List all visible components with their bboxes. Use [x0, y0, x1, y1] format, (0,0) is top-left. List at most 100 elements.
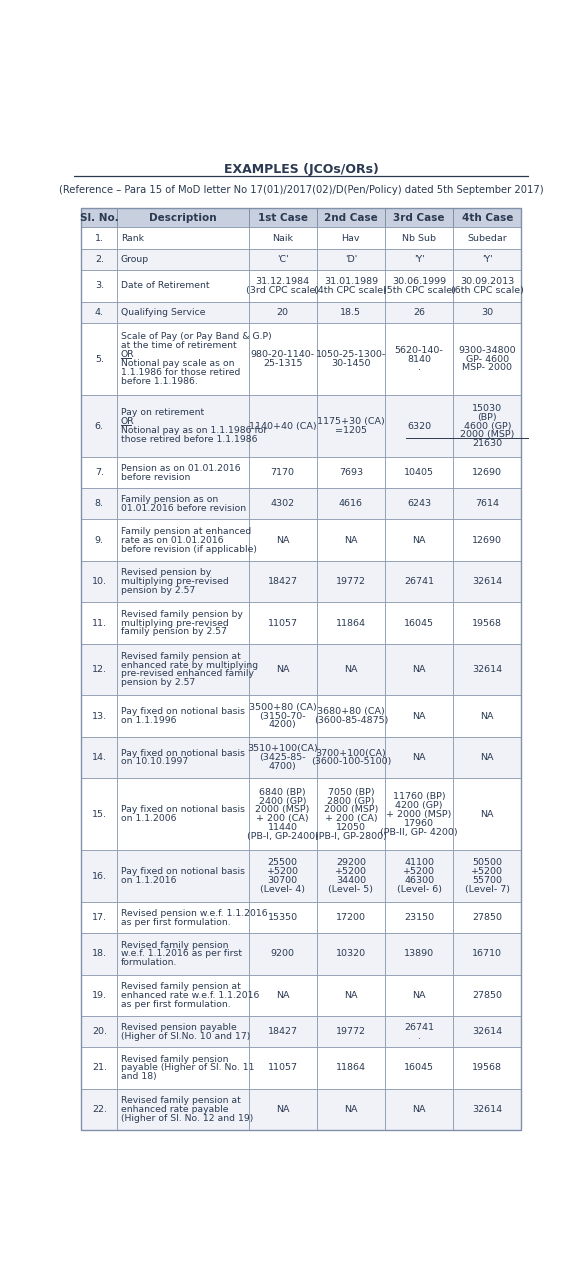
Bar [453, 695, 522, 737]
Text: 16.: 16. [92, 872, 107, 881]
Bar [453, 519, 522, 561]
Text: NA: NA [344, 991, 358, 1000]
Text: Revised family pension: Revised family pension [121, 1054, 228, 1063]
Bar [453, 901, 522, 933]
Text: +5200: +5200 [403, 867, 435, 876]
Text: (Level- 7): (Level- 7) [465, 885, 510, 894]
Text: NA: NA [480, 711, 494, 720]
Text: Group: Group [121, 255, 149, 264]
Bar [385, 933, 453, 974]
Bar [385, 644, 453, 695]
Text: pension by 2.57: pension by 2.57 [121, 586, 195, 595]
Bar [317, 901, 385, 933]
Bar [317, 302, 385, 323]
Text: 1.: 1. [95, 233, 104, 242]
Bar [385, 901, 453, 933]
Text: 4616: 4616 [339, 500, 363, 509]
Text: w.e.f. 1.1.2016 as per first: w.e.f. 1.1.2016 as per first [121, 950, 242, 959]
Bar [81, 561, 118, 602]
Bar [317, 395, 385, 456]
Bar [249, 488, 317, 519]
Bar [385, 1089, 453, 1130]
Bar [453, 249, 522, 270]
Text: 23150: 23150 [404, 913, 434, 922]
Bar [81, 519, 118, 561]
Bar [81, 974, 118, 1016]
Text: 4200): 4200) [269, 720, 296, 729]
Bar [385, 778, 453, 850]
Text: Date of Retirement: Date of Retirement [121, 282, 209, 291]
Text: (Level- 4): (Level- 4) [260, 885, 305, 894]
Text: Revised family pension at: Revised family pension at [121, 1096, 240, 1105]
Text: Family pension as on: Family pension as on [121, 495, 218, 504]
Text: 2nd Case: 2nd Case [324, 213, 377, 223]
Text: (3425-85-: (3425-85- [259, 754, 306, 762]
Bar [81, 208, 118, 227]
Text: 1.1.1986 for those retired: 1.1.1986 for those retired [121, 368, 240, 377]
Text: 25500: 25500 [268, 858, 298, 867]
Bar [453, 1047, 522, 1089]
Text: 30.06.1999: 30.06.1999 [392, 277, 446, 286]
Bar [81, 395, 118, 456]
Text: 19.: 19. [92, 991, 107, 1000]
Text: rate as on 01.01.2016: rate as on 01.01.2016 [121, 536, 223, 544]
Text: 4.: 4. [95, 307, 104, 316]
Bar [453, 323, 522, 395]
Bar [118, 227, 249, 249]
Text: Revised family pension by: Revised family pension by [121, 609, 243, 618]
Bar [249, 561, 317, 602]
Text: before revision: before revision [121, 473, 190, 482]
Text: Pay fixed on notional basis: Pay fixed on notional basis [121, 748, 245, 757]
Bar [249, 602, 317, 644]
Bar [249, 395, 317, 456]
Text: +5200: +5200 [266, 867, 299, 876]
Text: Notional pay as on 1.1.1986 for: Notional pay as on 1.1.1986 for [121, 426, 267, 435]
Text: 50500: 50500 [472, 858, 502, 867]
Text: 11440: 11440 [268, 824, 298, 833]
Text: 9.: 9. [95, 536, 104, 544]
Text: GP- 4600: GP- 4600 [466, 354, 509, 363]
Text: 15350: 15350 [268, 913, 298, 922]
Text: enhanced rate w.e.f. 1.1.2016: enhanced rate w.e.f. 1.1.2016 [121, 991, 259, 1000]
Bar [385, 227, 453, 249]
Text: 11864: 11864 [336, 618, 366, 627]
Bar [317, 1047, 385, 1089]
Bar [118, 249, 249, 270]
Bar [81, 270, 118, 302]
Text: 7050 (BP): 7050 (BP) [328, 788, 374, 797]
Bar [118, 850, 249, 901]
Bar [385, 1047, 453, 1089]
Text: 13.: 13. [92, 711, 107, 720]
Text: as per first formulation.: as per first formulation. [121, 1000, 230, 1009]
Text: at the time of retirement: at the time of retirement [121, 342, 236, 351]
Bar [317, 850, 385, 901]
Bar [118, 456, 249, 488]
Text: Family pension at enhanced: Family pension at enhanced [121, 527, 251, 535]
Bar [453, 302, 522, 323]
Text: as per first formulation.: as per first formulation. [121, 918, 230, 927]
Bar [118, 778, 249, 850]
Text: NA: NA [344, 666, 358, 674]
Text: 4600 (GP): 4600 (GP) [463, 422, 511, 431]
Bar [118, 1047, 249, 1089]
Text: 3500+80 (CA): 3500+80 (CA) [249, 703, 316, 711]
Text: 3rd Case: 3rd Case [393, 213, 445, 223]
Text: 18.: 18. [92, 950, 107, 959]
Bar [81, 323, 118, 395]
Text: 3680+80 (CA): 3680+80 (CA) [317, 708, 385, 717]
Text: 01.01.2016 before revision: 01.01.2016 before revision [121, 504, 246, 513]
Bar [249, 737, 317, 778]
Text: NA: NA [412, 754, 426, 762]
Bar [317, 1016, 385, 1047]
Text: OR: OR [121, 417, 135, 426]
Text: (Higher of Sl.No. 10 and 17): (Higher of Sl.No. 10 and 17) [121, 1031, 250, 1040]
Text: and 18): and 18) [121, 1072, 156, 1081]
Text: NA: NA [276, 536, 289, 544]
Bar [249, 901, 317, 933]
Bar [453, 395, 522, 456]
Text: NA: NA [276, 1105, 289, 1114]
Bar [317, 561, 385, 602]
Text: before 1.1.1986.: before 1.1.1986. [121, 376, 198, 386]
Bar [249, 974, 317, 1016]
Text: 1140+40 (CA): 1140+40 (CA) [249, 422, 316, 431]
